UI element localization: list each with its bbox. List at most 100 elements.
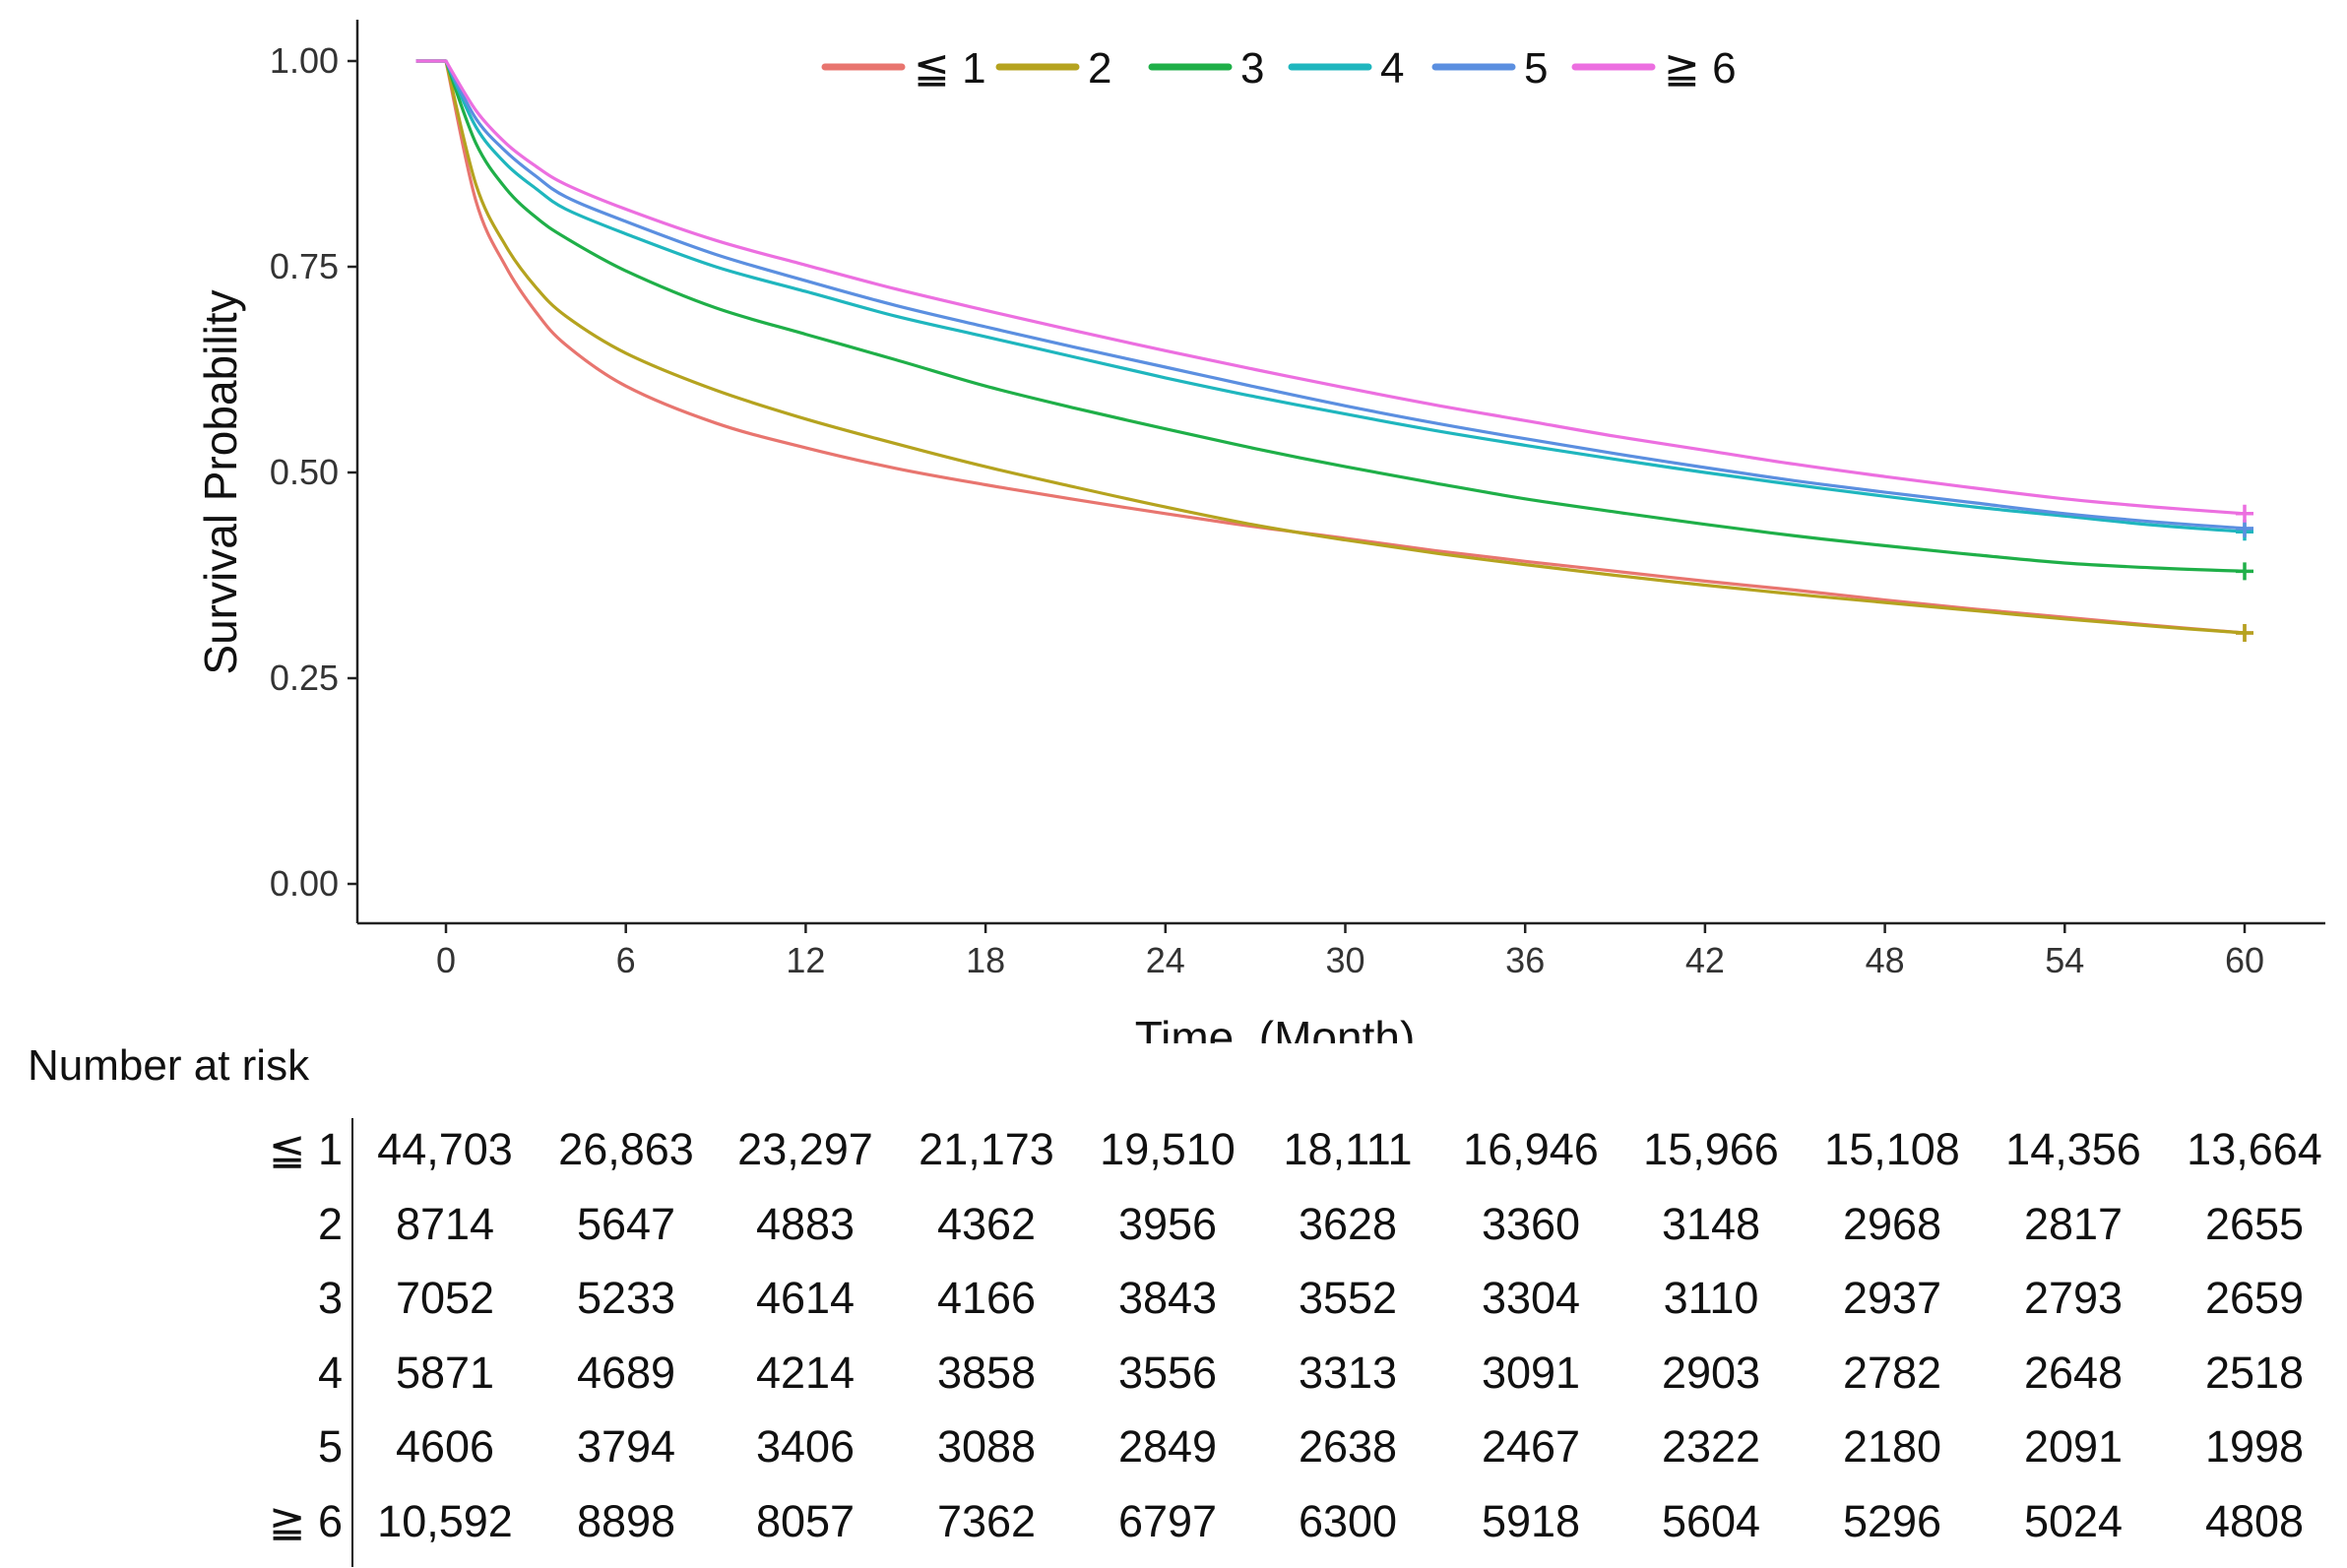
risk-cell: 3628 (1298, 1198, 1398, 1249)
risk-cell: 3304 (1481, 1273, 1581, 1323)
risk-cell: 5871 (395, 1347, 495, 1398)
y-tick-label: 0.25 (270, 658, 339, 698)
survival-chart: 0.000.250.500.751.00 0 6 12 18 24 30 36 42 48 54 6… (195, 20, 2325, 1043)
risk-cell: 2518 (2204, 1347, 2305, 1398)
risk-cell: 4214 (755, 1347, 856, 1398)
risk-cell: 2849 (1117, 1421, 1218, 1472)
risk-cell: 7052 (395, 1273, 495, 1323)
risk-row: 4 5871 4689 4214 3858 3556 3313 3091 2903 2782 264… (0, 1336, 2347, 1410)
risk-cell: 10,592 (377, 1495, 513, 1546)
risk-cell: 19,510 (1100, 1124, 1236, 1174)
risk-cell: 2659 (2204, 1273, 2305, 1323)
x-tick-label: 24 (1146, 940, 1185, 980)
risk-cell: 26,863 (558, 1124, 694, 1174)
risk-cell: 3406 (755, 1421, 856, 1472)
risk-cell: 8898 (576, 1495, 676, 1546)
x-tick-label: 12 (786, 940, 825, 980)
y-tick-label: 0.50 (270, 452, 339, 492)
x-axis-label: Time (Month) (1135, 1012, 1416, 1043)
risk-cell: 14,356 (2005, 1124, 2141, 1174)
risk-cell: 4606 (395, 1421, 495, 1472)
y-ticks: 0.00 0.25 0.50 0.75 1.00 (270, 40, 357, 904)
legend-label-2: 2 (1088, 44, 1111, 93)
risk-cell: 2903 (1661, 1347, 1761, 1398)
risk-cell: 8057 (755, 1495, 856, 1546)
censor-mark-2 (2236, 624, 2253, 643)
series-lines (415, 59, 2253, 643)
risk-cell: 2091 (2023, 1421, 2124, 1472)
risk-cell: 4808 (2204, 1495, 2305, 1546)
legend-label-3: 3 (1240, 44, 1264, 93)
y-tick-label: 1.00 (270, 40, 339, 81)
risk-cell: 8714 (395, 1198, 495, 1249)
risk-cell: 3148 (1661, 1198, 1761, 1249)
legend-label-5: 5 (1524, 44, 1548, 93)
risk-cell: 2817 (2023, 1198, 2124, 1249)
risk-row-label: 4 (317, 1347, 343, 1398)
risk-cell: 4166 (936, 1273, 1037, 1323)
legend: ≦ 1 2 3 4 5 ≧ 6 (821, 44, 1737, 93)
risk-cell: 3956 (1117, 1198, 1218, 1249)
risk-cell: 3552 (1298, 1273, 1398, 1323)
risk-table-title: Number at risk (28, 1041, 310, 1090)
risk-cell: 1998 (2204, 1421, 2305, 1472)
risk-cell: 4689 (576, 1347, 676, 1398)
risk-cell: 23,297 (737, 1124, 873, 1174)
x-tick-label: 42 (1685, 940, 1725, 980)
series-line-6 (415, 59, 2246, 516)
risk-cell: 2937 (1842, 1273, 1942, 1323)
risk-table-divider (351, 1118, 353, 1567)
series-line-1 (415, 59, 2246, 635)
legend-label-4: 4 (1380, 44, 1404, 93)
risk-cell: 3088 (936, 1421, 1037, 1472)
risk-cell: 5024 (2023, 1495, 2124, 1546)
series-line-3 (415, 59, 2246, 573)
risk-cell: 13,664 (2187, 1124, 2322, 1174)
risk-cell: 6300 (1298, 1495, 1398, 1546)
risk-row-label: ≦ 1 (268, 1124, 343, 1174)
risk-cell: 16,946 (1463, 1124, 1599, 1174)
risk-row: 3 7052 5233 4614 4166 3843 3552 3304 3110 2937 279… (0, 1261, 2347, 1335)
risk-cell: 5296 (1842, 1495, 1942, 1546)
series-line-5 (415, 59, 2246, 531)
x-tick-label: 0 (436, 940, 456, 980)
risk-row: ≦ 1 44,703 26,863 23,297 21,173 19,510 18,111 1… (0, 1112, 2347, 1186)
x-tick-label: 48 (1866, 940, 1905, 980)
risk-cell: 7362 (936, 1495, 1037, 1546)
y-axis-label: Survival Probability (195, 289, 246, 674)
risk-cell: 2793 (2023, 1273, 2124, 1323)
x-tick-label: 6 (616, 940, 636, 980)
risk-table: ≦ 1 44,703 26,863 23,297 21,173 19,510 18,111 1… (0, 1112, 2347, 1565)
risk-cell: 2322 (1661, 1421, 1761, 1472)
risk-cell: 3313 (1298, 1347, 1398, 1398)
x-ticks: 0 6 12 18 24 30 36 42 48 54 60 (436, 923, 2264, 980)
x-tick-label: 36 (1505, 940, 1545, 980)
risk-cell: 2467 (1481, 1421, 1581, 1472)
risk-cell: 44,703 (377, 1124, 513, 1174)
risk-cell: 2655 (2204, 1198, 2305, 1249)
risk-cell: 18,111 (1283, 1124, 1413, 1174)
risk-cell: 2782 (1842, 1347, 1942, 1398)
risk-cell: 3360 (1481, 1198, 1581, 1249)
y-tick-label: 0.00 (270, 863, 339, 904)
series-line-4 (415, 59, 2246, 533)
risk-row: 5 4606 3794 3406 3088 2849 2638 2467 2322 2180 209… (0, 1410, 2347, 1483)
legend-label-6: ≧ 6 (1664, 44, 1737, 93)
risk-row-label: 5 (317, 1421, 343, 1472)
risk-row-label: 3 (317, 1273, 343, 1323)
x-tick-label: 18 (966, 940, 1005, 980)
censor-mark-6 (2236, 504, 2253, 523)
risk-cell: 15,966 (1643, 1124, 1779, 1174)
axes (355, 20, 2325, 925)
risk-cell: 3843 (1117, 1273, 1218, 1323)
risk-cell: 21,173 (919, 1124, 1054, 1174)
legend-label-1: ≦ 1 (914, 44, 986, 93)
x-tick-label: 54 (2045, 940, 2084, 980)
risk-cell: 3110 (1663, 1273, 1759, 1323)
risk-cell: 2648 (2023, 1347, 2124, 1398)
risk-cell: 5604 (1661, 1495, 1761, 1546)
risk-cell: 4614 (755, 1273, 856, 1323)
risk-cell: 2968 (1842, 1198, 1942, 1249)
series-line-2 (415, 59, 2246, 635)
risk-cell: 5647 (576, 1198, 676, 1249)
